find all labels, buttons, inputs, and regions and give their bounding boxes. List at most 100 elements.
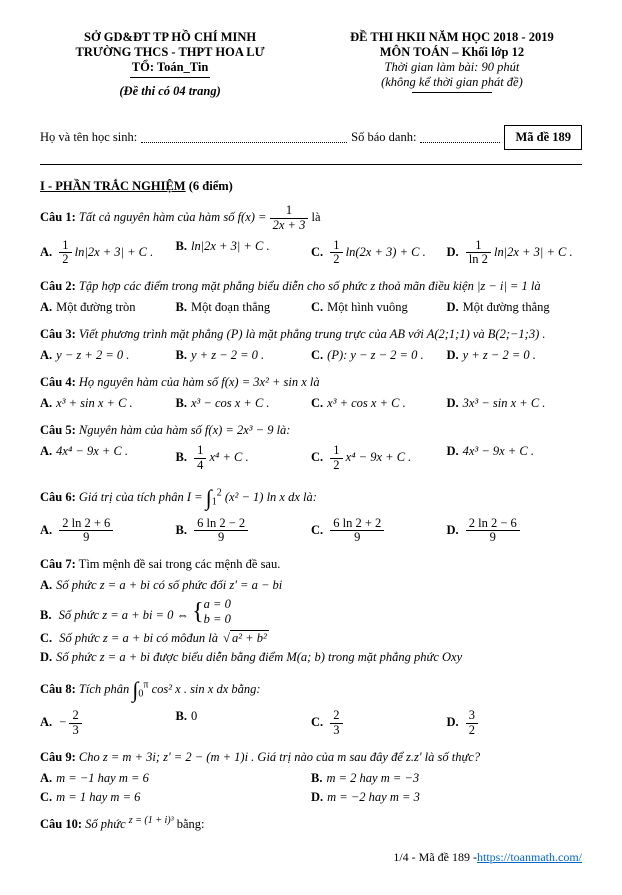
q1-tail: là <box>311 210 320 224</box>
q5-a: A.4x⁴ − 9x + C . <box>40 442 176 475</box>
sqrt-icon: a² + b² <box>221 631 269 646</box>
duration: Thời gian làm bài: 90 phút <box>322 60 582 75</box>
q8-b: B.0 <box>176 707 312 740</box>
q9-d: D.m = −2 hay m = 3 <box>311 788 582 807</box>
brace-system: { a = 0b = 0 <box>192 597 231 627</box>
q1-c: C. 12 ln(2x + 3) + C . <box>311 237 447 270</box>
q2-d: D.Một đường thẳng <box>447 298 583 317</box>
dept: SỞ GD&ĐT TP HỒ CHÍ MINH <box>40 30 300 45</box>
q7-b: B. Số phức z = a + bi = 0 ⇔ { a = 0b = 0 <box>40 595 582 629</box>
q7: Câu 7: Tìm mệnh đề sai trong các mệnh đề… <box>40 557 582 572</box>
section-rest: (6 điểm) <box>186 179 233 193</box>
name-label: Họ và tên học sinh: <box>40 130 137 145</box>
q3: Câu 3: Viết phương trình mặt phẳng (P) l… <box>40 327 582 342</box>
q2-c: C.Một hình vuông <box>311 298 447 317</box>
q4: Câu 4: Họ nguyên hàm của hàm số f(x) = 3… <box>40 375 582 390</box>
q6-choices: A. 2 ln 2 + 69 B. 6 ln 2 − 29 C. 6 ln 2 … <box>40 515 582 548</box>
header-right: ĐỀ THI HKII NĂM HỌC 2018 - 2019 MÔN TOÁN… <box>322 30 582 115</box>
exam-title: ĐỀ THI HKII NĂM HỌC 2018 - 2019 <box>322 30 582 45</box>
note: (không kể thời gian phát đề) <box>322 75 582 90</box>
q5-num: Câu 5: <box>40 423 76 437</box>
q2-choices: A.Một đường tròn B.Một đoạn thẳng C.Một … <box>40 298 582 317</box>
q1-frac: 12x + 3 <box>270 204 309 233</box>
subject: MÔN TOÁN – Khối lớp 12 <box>322 45 582 60</box>
q2-text: Tập hợp các điểm trong mặt phẳng biểu di… <box>76 279 541 293</box>
q8: Câu 8: Tích phân ∫0π cos² x . sin x dx b… <box>40 677 582 703</box>
q3-d: D.y + z − 2 = 0 . <box>447 346 583 365</box>
exam-code: Mã đề 189 <box>504 125 582 150</box>
doc-note: (Đề thi có 04 trang) <box>40 84 300 99</box>
q5-c: C. 12 x⁴ − 9x + C . <box>311 442 447 475</box>
school: TRƯỜNG THCS - THPT HOA LƯ <box>40 45 300 60</box>
q9-num: Câu 9: <box>40 750 76 764</box>
rule-right <box>412 92 492 93</box>
q8-d: D. 32 <box>447 707 583 740</box>
footer-page: 1/4 - Mã đề 189 - <box>393 850 477 865</box>
q3-choices: A.y − z + 2 = 0 . B.y + z − 2 = 0 . C.(P… <box>40 346 582 365</box>
q3-b: B.y + z − 2 = 0 . <box>176 346 312 365</box>
header: SỞ GD&ĐT TP HỒ CHÍ MINH TRƯỜNG THCS - TH… <box>40 30 582 115</box>
q5-b: B. 14 x⁴ + C . <box>176 442 312 475</box>
q9-text: Cho z = m + 3i; z' = 2 − (m + 1)i . Giá … <box>76 750 480 764</box>
q7-d: D.Số phức z = a + bi được biểu diễn bằng… <box>40 648 582 667</box>
q8-choices: A. − 23 B.0 C. 23 D. 32 <box>40 707 582 740</box>
divider <box>40 164 582 165</box>
q4-choices: A.x³ + sin x + C . B.x³ − cos x + C . C.… <box>40 394 582 413</box>
q8-text: Tích phân <box>76 682 133 696</box>
q3-num: Câu 3: <box>40 327 76 341</box>
q10-exp: z = (1 + i)³ <box>129 814 174 825</box>
q2-a: A.Một đường tròn <box>40 298 176 317</box>
sbd-dots <box>420 132 500 143</box>
q1-d: D. 1ln 2 ln|2x + 3| + C . <box>447 237 583 270</box>
q6-c: C. 6 ln 2 + 29 <box>311 515 447 548</box>
q10-lead: Số phức <box>82 817 129 831</box>
header-left: SỞ GD&ĐT TP HỒ CHÍ MINH TRƯỜNG THCS - TH… <box>40 30 300 115</box>
q9-b: B.m = 2 hay m = −3 <box>311 769 582 788</box>
q5-choices: A.4x⁴ − 9x + C . B. 14 x⁴ + C . C. 12 x⁴… <box>40 442 582 475</box>
q2: Câu 2: Tập hợp các điểm trong mặt phẳng … <box>40 279 582 294</box>
q1-b: B.ln|2x + 3| + C . <box>176 237 312 270</box>
q4-a: A.x³ + sin x + C . <box>40 394 176 413</box>
q7-choices: A.Số phức z = a + bi có số phức đối z' =… <box>40 576 582 667</box>
q8-a: A. − 23 <box>40 707 176 740</box>
q5: Câu 5: Nguyên hàm của hàm số f(x) = 2x³ … <box>40 423 582 438</box>
q4-d: D.3x³ − sin x + C . <box>447 394 583 413</box>
q9: Câu 9: Cho z = m + 3i; z' = 2 − (m + 1)i… <box>40 750 582 765</box>
q6-d: D. 2 ln 2 − 69 <box>447 515 583 548</box>
student-row: Họ và tên học sinh: Số báo danh: Mã đề 1… <box>40 125 582 150</box>
section-u: I - PHẦN TRẮC NGHIỆM <box>40 179 186 193</box>
q1: Câu 1: Tất cả nguyên hàm của hàm số f(x)… <box>40 204 582 233</box>
rule-left <box>130 77 210 78</box>
q1-a: A. 12 ln|2x + 3| + C . <box>40 237 176 270</box>
q10-tail: bằng: <box>177 817 205 831</box>
q4-b: B.x³ − cos x + C . <box>176 394 312 413</box>
q4-num: Câu 4: <box>40 375 76 389</box>
q1-num: Câu 1: <box>40 210 76 224</box>
q6-a: A. 2 ln 2 + 69 <box>40 515 176 548</box>
q7-num: Câu 7: <box>40 557 76 571</box>
q3-text: Viết phương trình mặt phẳng (P) là mặt p… <box>76 327 546 341</box>
footer: 1/4 - Mã đề 189 - https://toanmath.com/ <box>40 850 582 865</box>
q4-text: Họ nguyên hàm của hàm số f(x) = 3x² + si… <box>76 375 320 389</box>
q3-a: A.y − z + 2 = 0 . <box>40 346 176 365</box>
q10-num: Câu 10: <box>40 817 82 831</box>
q9-a: A.m = −1 hay m = 6 <box>40 769 311 788</box>
q5-d: D.4x³ − 9x + C . <box>447 442 583 475</box>
footer-link[interactable]: https://toanmath.com/ <box>477 850 582 865</box>
section-title: I - PHẦN TRẮC NGHIỆM (6 điểm) <box>40 179 582 194</box>
q6-text: Giá trị của tích phân I = <box>76 489 206 503</box>
group: TỔ: Toán_Tin <box>40 60 300 75</box>
q1-text: Tất cả nguyên hàm của hàm số f(x) = <box>76 210 270 224</box>
q9-c: C.m = 1 hay m = 6 <box>40 788 311 807</box>
name-dots <box>141 132 347 143</box>
q2-b: B.Một đoạn thẳng <box>176 298 312 317</box>
q9-choices: A.m = −1 hay m = 6 B.m = 2 hay m = −3 C.… <box>40 769 582 807</box>
q2-num: Câu 2: <box>40 279 76 293</box>
q8-c: C. 23 <box>311 707 447 740</box>
q10: Câu 10: Số phức z = (1 + i)³ bằng: <box>40 817 582 832</box>
q7-c: C. Số phức z = a + bi có môđun là a² + b… <box>40 629 582 648</box>
q6: Câu 6: Giá trị của tích phân I = ∫12 (x²… <box>40 485 582 511</box>
q6-b: B. 6 ln 2 − 29 <box>176 515 312 548</box>
q5-text: Nguyên hàm của hàm số f(x) = 2x³ − 9 là: <box>76 423 291 437</box>
q8-text2: cos² x . sin x dx bằng: <box>152 682 261 696</box>
